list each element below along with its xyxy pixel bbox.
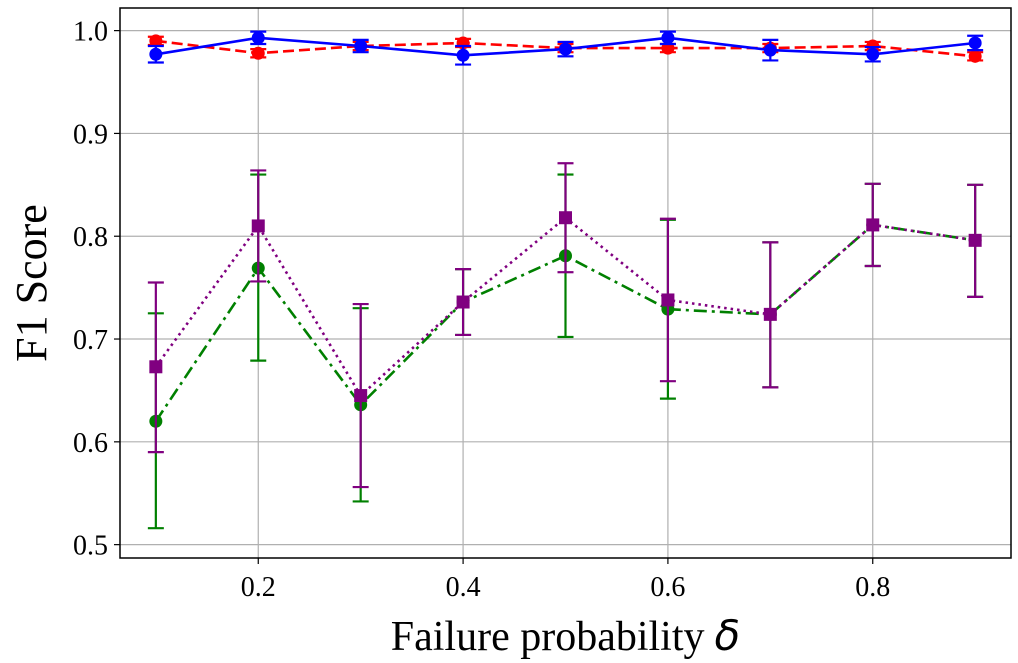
data-point	[354, 39, 368, 53]
data-point	[866, 47, 880, 61]
y-tick-label: 0.6	[73, 428, 108, 459]
data-point	[968, 49, 982, 63]
data-point	[866, 218, 880, 232]
data-point	[559, 211, 572, 225]
data-point	[661, 293, 675, 307]
x-tick-label: 0.2	[241, 572, 276, 603]
data-point	[149, 360, 163, 374]
series-purple-dotted	[147, 162, 984, 489]
x-axis-title: Failure probability δ	[391, 611, 740, 660]
data-point	[251, 219, 265, 233]
x-tick-label: 0.4	[446, 572, 481, 603]
series-blue-solid	[147, 30, 984, 66]
series-layer	[147, 30, 984, 530]
data-point	[456, 48, 470, 62]
data-point	[456, 295, 470, 309]
y-tick-label: 0.7	[73, 325, 108, 356]
data-point	[968, 233, 982, 247]
x-tick-label: 0.6	[650, 572, 685, 603]
y-axis-title: F1 Score	[7, 204, 56, 362]
y-tick-label: 0.5	[73, 531, 108, 562]
x-axis-title-symbol: δ	[715, 611, 741, 660]
y-tick-label: 1.0	[73, 17, 108, 48]
data-point	[149, 47, 163, 61]
plot-frame	[119, 7, 1012, 559]
data-point	[763, 43, 777, 57]
data-point	[251, 46, 265, 60]
data-point	[968, 36, 982, 50]
data-point	[251, 31, 265, 45]
ticks: 0.2 0.4 0.6 0.8 0.5 0.6 0.7 0.8 0.9 1.0	[73, 17, 890, 603]
data-point	[149, 34, 163, 48]
data-point	[559, 42, 572, 56]
data-point	[763, 307, 777, 321]
x-axis-title-text: Failure probability	[391, 614, 705, 660]
x-tick-label: 0.8	[855, 572, 890, 603]
data-point	[661, 31, 675, 45]
y-tick-label: 0.9	[73, 119, 108, 150]
data-point	[354, 389, 368, 403]
y-tick-label: 0.8	[73, 222, 108, 253]
